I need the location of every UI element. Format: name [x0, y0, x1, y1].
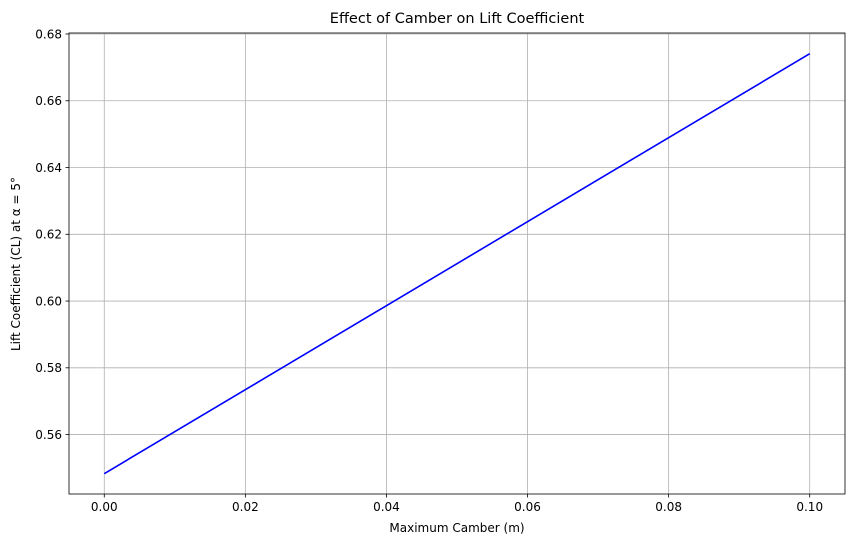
y-tick-label: 0.58: [35, 361, 62, 375]
x-axis-ticks: 0.00 0.02 0.04 0.06 0.08 0.10: [91, 494, 823, 514]
x-tick-label: 0.10: [796, 500, 823, 514]
grid-lines: [69, 33, 845, 494]
x-axis-label: Maximum Camber (m): [389, 521, 524, 535]
y-tick-label: 0.62: [35, 228, 62, 242]
y-tick-label: 0.60: [35, 294, 62, 308]
y-axis-ticks: 0.56 0.58 0.60 0.62 0.64 0.66 0.68: [35, 27, 69, 442]
x-tick-label: 0.08: [655, 500, 682, 514]
series-layer: [103, 53, 811, 475]
x-tick-label: 0.02: [232, 500, 259, 514]
x-tick-label: 0.00: [91, 500, 118, 514]
x-tick-label: 0.06: [514, 500, 541, 514]
chart-title: Effect of Camber on Lift Coefficient: [330, 11, 585, 27]
series-line: [103, 53, 811, 475]
y-tick-label: 0.56: [35, 428, 62, 442]
y-tick-label: 0.64: [35, 161, 62, 175]
x-tick-label: 0.04: [373, 500, 400, 514]
plot-frame: [68, 32, 846, 495]
y-tick-label: 0.66: [35, 94, 62, 108]
y-axis-label: Lift Coefficient (CL) at α = 5°: [9, 177, 23, 351]
y-tick-label: 0.68: [35, 27, 62, 41]
